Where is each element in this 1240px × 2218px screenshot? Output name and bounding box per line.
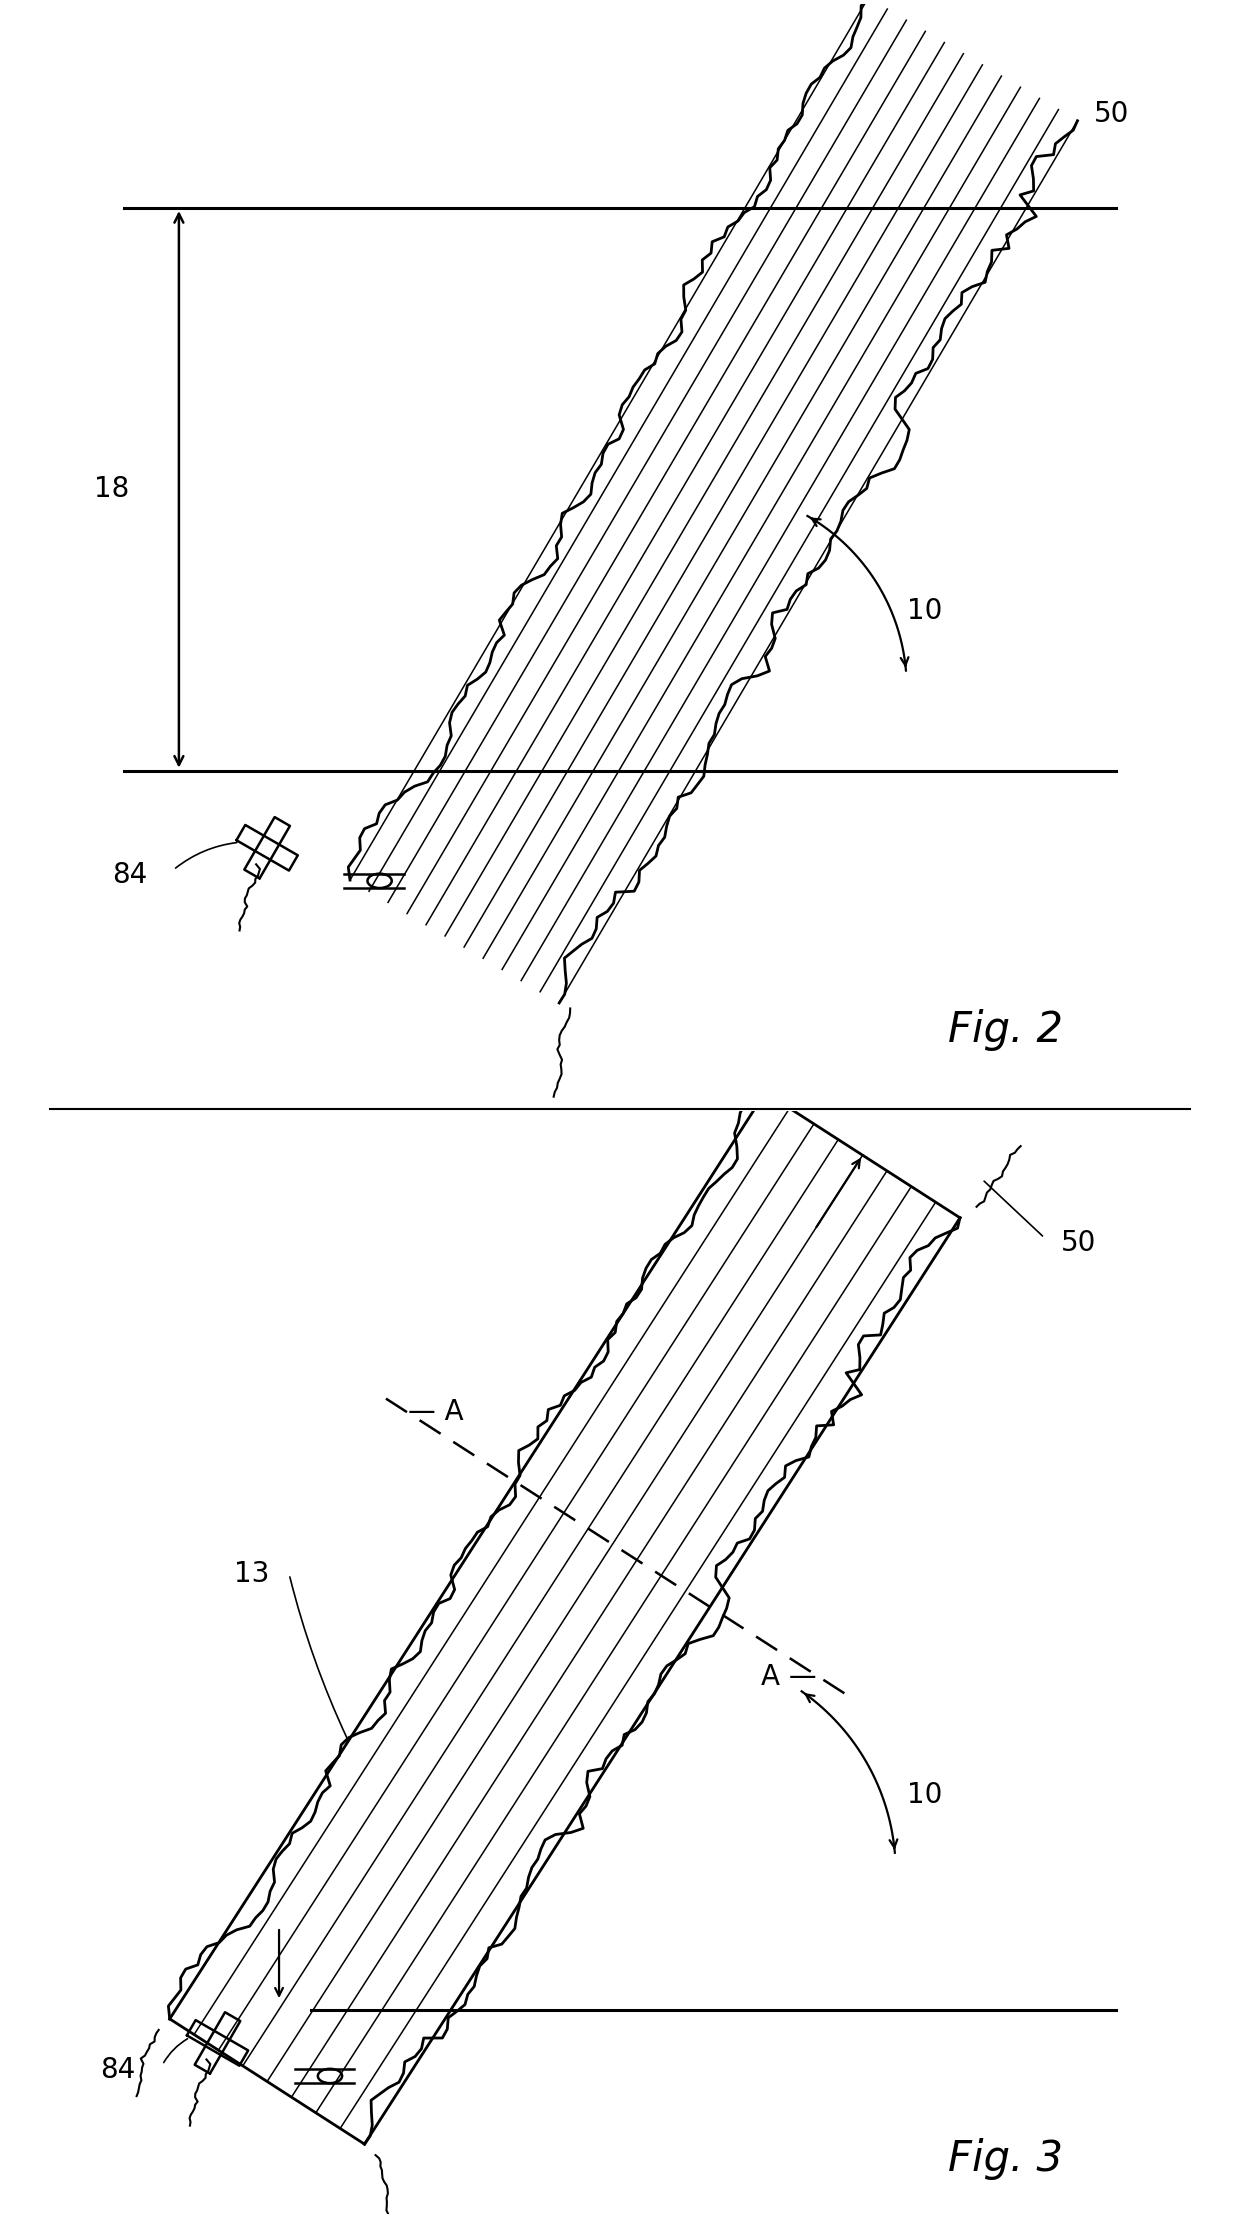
Text: A —: A — — [761, 1664, 817, 1690]
Text: 10: 10 — [906, 1781, 942, 1810]
Text: Fig. 2: Fig. 2 — [949, 1009, 1064, 1051]
Text: Fig. 3: Fig. 3 — [949, 2138, 1064, 2180]
Text: 18: 18 — [94, 475, 129, 503]
Text: 84: 84 — [100, 2056, 136, 2085]
Text: 50: 50 — [1094, 100, 1130, 129]
Text: 84: 84 — [112, 861, 146, 889]
Text: — A: — A — [408, 1397, 464, 1426]
Text: 13: 13 — [234, 1559, 269, 1588]
Text: 10: 10 — [906, 597, 942, 625]
Text: 50: 50 — [1061, 1229, 1096, 1258]
